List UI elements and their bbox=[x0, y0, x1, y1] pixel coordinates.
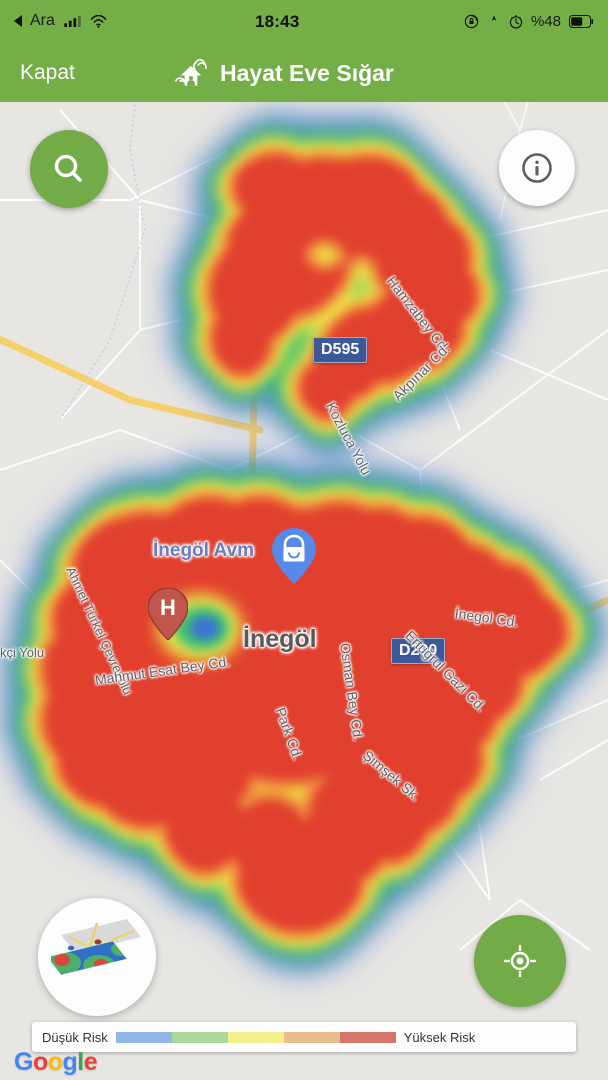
svg-text:H: H bbox=[160, 595, 176, 620]
